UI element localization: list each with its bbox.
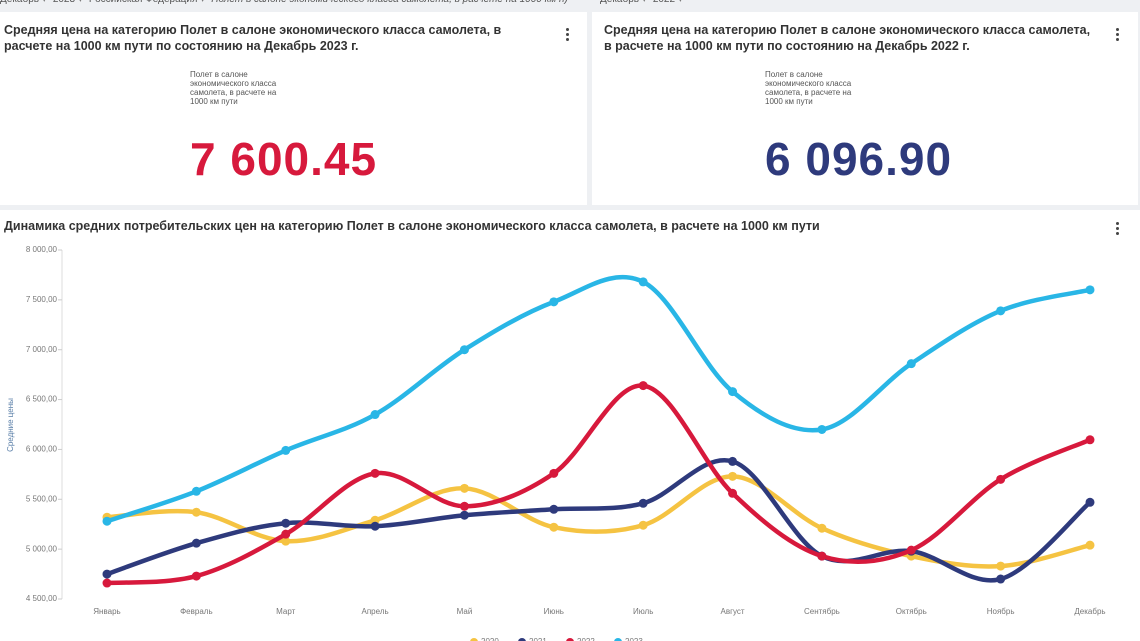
data-point xyxy=(370,521,380,531)
y-tick-label: 4 500,00 xyxy=(26,594,58,603)
x-tick-label: Январь xyxy=(93,607,120,616)
x-tick-label: Февраль xyxy=(180,607,213,616)
legend-swatch xyxy=(518,638,526,641)
filter-chip[interactable]: Декабрь xyxy=(600,0,647,5)
filter-chip[interactable]: 2023 xyxy=(53,0,83,5)
data-point xyxy=(281,445,291,455)
data-point xyxy=(728,387,738,397)
x-tick-label: Март xyxy=(276,607,295,616)
data-point xyxy=(638,498,648,508)
data-point xyxy=(549,297,559,307)
series-line xyxy=(104,383,1093,586)
data-point xyxy=(191,571,201,581)
kpi-label: Полет в салоне экономического класса сам… xyxy=(190,70,277,106)
legend-label: 2022 xyxy=(577,637,595,641)
data-point xyxy=(459,510,469,520)
data-point xyxy=(370,410,380,420)
data-point xyxy=(817,424,827,434)
data-point xyxy=(102,516,112,526)
line-chart: Динамика средних потребительских цен на … xyxy=(4,219,1106,641)
legend-label: 2021 xyxy=(529,637,547,641)
filter-chip[interactable]: Декабрь xyxy=(0,0,47,5)
data-point xyxy=(996,306,1006,316)
data-point xyxy=(728,456,738,466)
data-point xyxy=(549,504,559,514)
data-point xyxy=(102,578,112,588)
y-tick-label: 8 000,00 xyxy=(26,245,58,254)
series-line xyxy=(104,457,1093,583)
data-point xyxy=(638,277,648,287)
card-title: Средняя цена на категорию Полет в салоне… xyxy=(4,23,502,53)
x-tick-label: Август xyxy=(721,607,745,616)
menu-button[interactable] xyxy=(1116,222,1119,237)
x-tick-label: Июль xyxy=(633,607,653,616)
data-point xyxy=(191,486,201,496)
y-tick-label: 5 000,00 xyxy=(26,544,58,553)
menu-button[interactable] xyxy=(1116,28,1119,43)
x-tick-label: Май xyxy=(457,607,473,616)
data-point xyxy=(549,522,559,532)
data-point xyxy=(906,359,916,369)
kpi-card: Средняя цена на категорию Полет в салоне… xyxy=(592,12,1138,205)
data-point xyxy=(996,574,1006,584)
filter-chip[interactable]: Российская Федерация xyxy=(89,0,205,5)
data-point xyxy=(459,345,469,355)
data-point xyxy=(728,488,738,498)
kpi-value: 6 096.90 xyxy=(765,133,953,185)
kpi-value: 7 600.45 xyxy=(190,133,378,185)
x-tick-label: Ноябрь xyxy=(987,607,1015,616)
filter-bar: Декабрь 2022 xyxy=(600,0,689,5)
data-point xyxy=(1085,497,1095,507)
y-axis-label: Средние цены xyxy=(6,398,15,452)
data-point xyxy=(370,468,380,478)
x-tick-label: Июнь xyxy=(544,607,564,616)
data-point xyxy=(281,518,291,528)
data-point xyxy=(1085,540,1095,550)
y-tick-label: 7 000,00 xyxy=(26,345,58,354)
data-point xyxy=(281,536,291,546)
data-point xyxy=(638,381,648,391)
legend-swatch xyxy=(614,638,622,641)
x-tick-label: Сентябрь xyxy=(804,607,840,616)
legend-swatch xyxy=(566,638,574,641)
filter-bar: Декабрь 2023 Российская Федерация Полет в с… xyxy=(0,0,574,5)
data-point xyxy=(906,545,916,555)
kpi-card: Средняя цена на категорию Полет в салоне… xyxy=(0,12,587,205)
menu-button[interactable] xyxy=(566,28,569,43)
data-point xyxy=(102,569,112,579)
legend-label: 2020 xyxy=(481,637,499,641)
data-point xyxy=(459,483,469,493)
data-point xyxy=(817,551,827,561)
filter-chip[interactable]: 2022 xyxy=(653,0,683,5)
data-point xyxy=(638,520,648,530)
series-line xyxy=(104,474,1093,569)
data-point xyxy=(459,501,469,511)
data-point xyxy=(996,474,1006,484)
data-point xyxy=(191,507,201,517)
legend-label: 2023 xyxy=(625,637,643,641)
data-point xyxy=(191,538,201,548)
legend-swatch xyxy=(470,638,478,641)
data-point xyxy=(1085,435,1095,445)
y-tick-label: 6 500,00 xyxy=(26,395,58,404)
filter-chip[interactable]: Полет в салоне экономического класса сам… xyxy=(211,0,568,5)
data-point xyxy=(728,471,738,481)
card-title: Средняя цена на категорию Полет в салоне… xyxy=(604,23,1091,53)
x-tick-label: Декабрь xyxy=(1074,607,1105,616)
x-tick-label: Апрель xyxy=(362,607,389,616)
data-point xyxy=(817,523,827,533)
y-tick-label: 7 500,00 xyxy=(26,295,58,304)
series-line xyxy=(104,274,1093,524)
data-point xyxy=(549,468,559,478)
kpi-label: Полет в салоне экономического класса сам… xyxy=(765,70,852,106)
y-tick-label: 6 000,00 xyxy=(26,445,58,454)
y-tick-label: 5 500,00 xyxy=(26,494,58,503)
data-point xyxy=(281,529,291,539)
chart-card: Динамика средних потребительских цен на … xyxy=(0,210,1140,641)
data-point xyxy=(1085,285,1095,295)
data-point xyxy=(996,561,1006,571)
x-tick-label: Октябрь xyxy=(896,607,927,616)
chart-title: Динамика средних потребительских цен на … xyxy=(4,219,820,233)
